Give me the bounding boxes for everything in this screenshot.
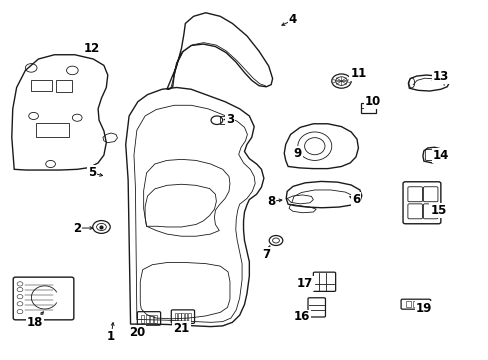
Text: 18: 18: [27, 316, 43, 329]
Text: 1: 1: [107, 330, 115, 343]
Text: 16: 16: [293, 310, 309, 324]
Text: 6: 6: [351, 193, 359, 206]
Text: 20: 20: [128, 326, 145, 339]
Text: 3: 3: [225, 113, 234, 126]
Text: 9: 9: [293, 147, 301, 160]
Text: 19: 19: [415, 302, 431, 315]
Text: 8: 8: [266, 195, 275, 208]
Text: 11: 11: [349, 67, 366, 80]
Text: 2: 2: [73, 221, 81, 234]
Text: 12: 12: [83, 42, 100, 55]
Text: 13: 13: [432, 70, 448, 83]
Text: 21: 21: [173, 322, 189, 335]
Text: 10: 10: [364, 95, 380, 108]
Text: 7: 7: [262, 248, 270, 261]
Text: 4: 4: [288, 13, 297, 26]
Text: 17: 17: [296, 278, 313, 291]
Text: 14: 14: [432, 149, 448, 162]
Text: 5: 5: [87, 166, 96, 179]
Text: 15: 15: [429, 204, 446, 217]
